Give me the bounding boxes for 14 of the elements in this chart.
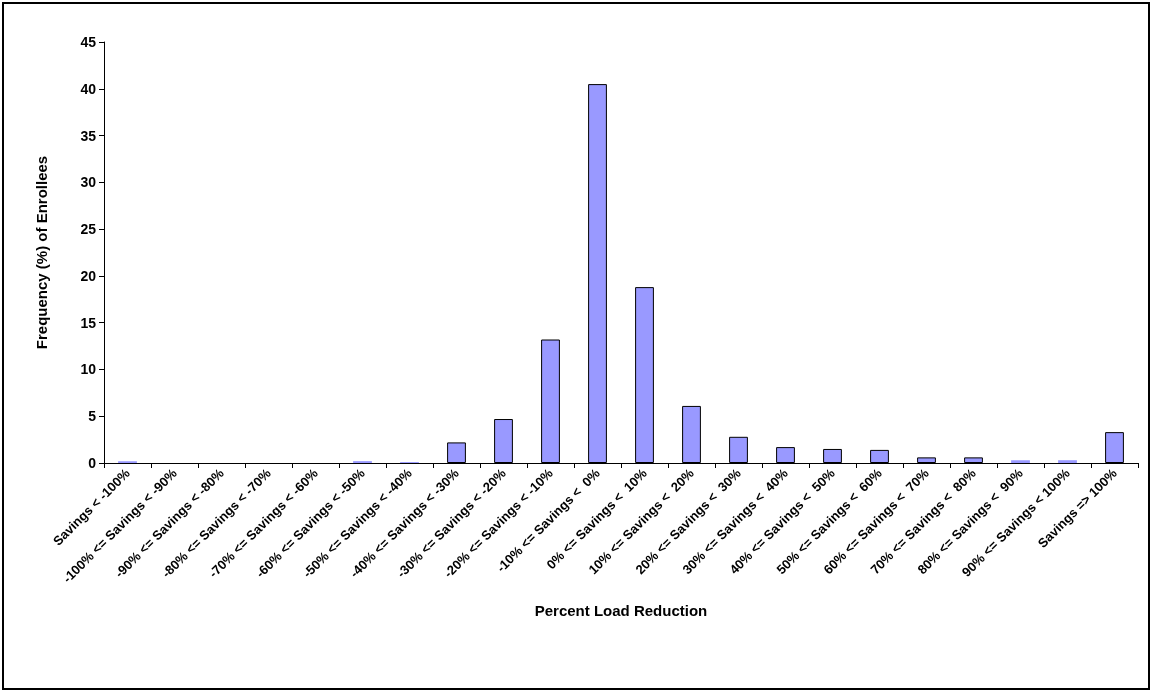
- bar: [1058, 460, 1077, 463]
- bar: [1011, 460, 1030, 463]
- y-tick-label: 35: [80, 127, 97, 144]
- y-tick-label: 45: [80, 34, 97, 50]
- y-tick-label: 5: [88, 408, 97, 425]
- y-tick-label: 30: [80, 174, 97, 191]
- y-tick-label: 15: [80, 314, 97, 331]
- x-axis-title: Percent Load Reduction: [534, 602, 708, 619]
- y-axis-title: Frequency (%) of Enrollees: [33, 155, 50, 350]
- y-tick-label: 25: [80, 221, 97, 238]
- y-tick-label: 10: [80, 361, 97, 378]
- y-tick-label: 20: [80, 267, 97, 284]
- y-tick-label: 40: [80, 80, 97, 97]
- y-tick-label: 0: [88, 455, 97, 471]
